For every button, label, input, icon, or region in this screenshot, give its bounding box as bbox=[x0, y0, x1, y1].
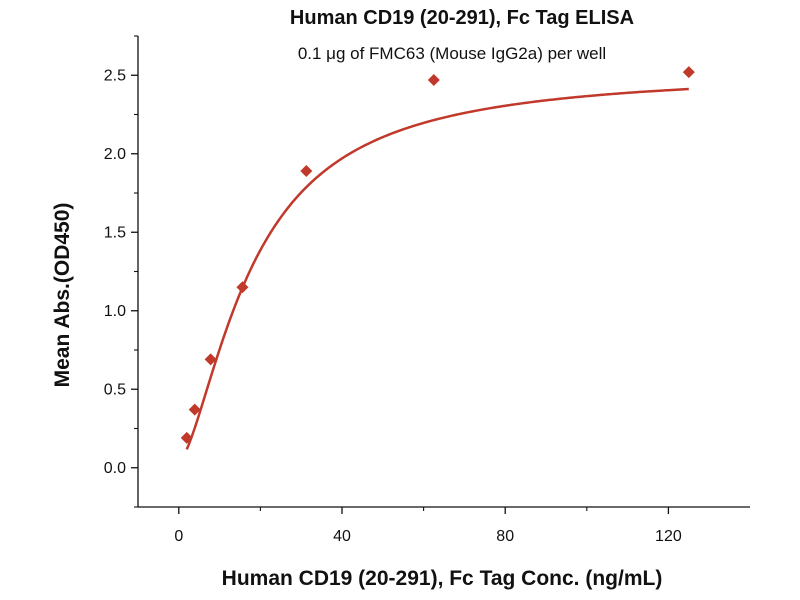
chart-subtitle: 0.1 μg of FMC63 (Mouse IgG2a) per well bbox=[298, 44, 606, 63]
data-point bbox=[180, 431, 193, 444]
x-tick-label: 80 bbox=[496, 528, 514, 545]
y-axis-label: Mean Abs.(OD450) bbox=[51, 203, 74, 388]
x-axis-label: Human CD19 (20-291), Fc Tag Conc. (ng/mL… bbox=[222, 567, 663, 590]
data-point bbox=[188, 403, 201, 416]
data-point bbox=[427, 73, 440, 86]
x-axis-ticks: 0 40 80 120 bbox=[174, 507, 682, 545]
x-tick-label: 120 bbox=[655, 528, 682, 545]
y-tick-label: 1.0 bbox=[104, 303, 126, 320]
y-tick-label: 0.0 bbox=[104, 460, 126, 477]
data-point bbox=[204, 353, 217, 366]
x-tick-label: 0 bbox=[174, 528, 183, 545]
y-axis-ticks: 0.0 0.5 1.0 1.5 2.0 2.5 bbox=[104, 35, 138, 508]
chart-title: Human CD19 (20-291), Fc Tag ELISA bbox=[290, 7, 634, 29]
y-tick-label: 2.0 bbox=[104, 146, 126, 163]
data-point bbox=[236, 281, 249, 294]
data-point bbox=[682, 66, 695, 79]
x-tick-label: 40 bbox=[333, 528, 351, 545]
y-tick-label: 2.5 bbox=[104, 67, 126, 84]
y-tick-label: 0.5 bbox=[104, 381, 126, 398]
fit-curve bbox=[185, 87, 689, 450]
data-points bbox=[180, 66, 695, 444]
y-tick-label: 1.5 bbox=[104, 224, 126, 241]
data-point bbox=[300, 165, 313, 178]
